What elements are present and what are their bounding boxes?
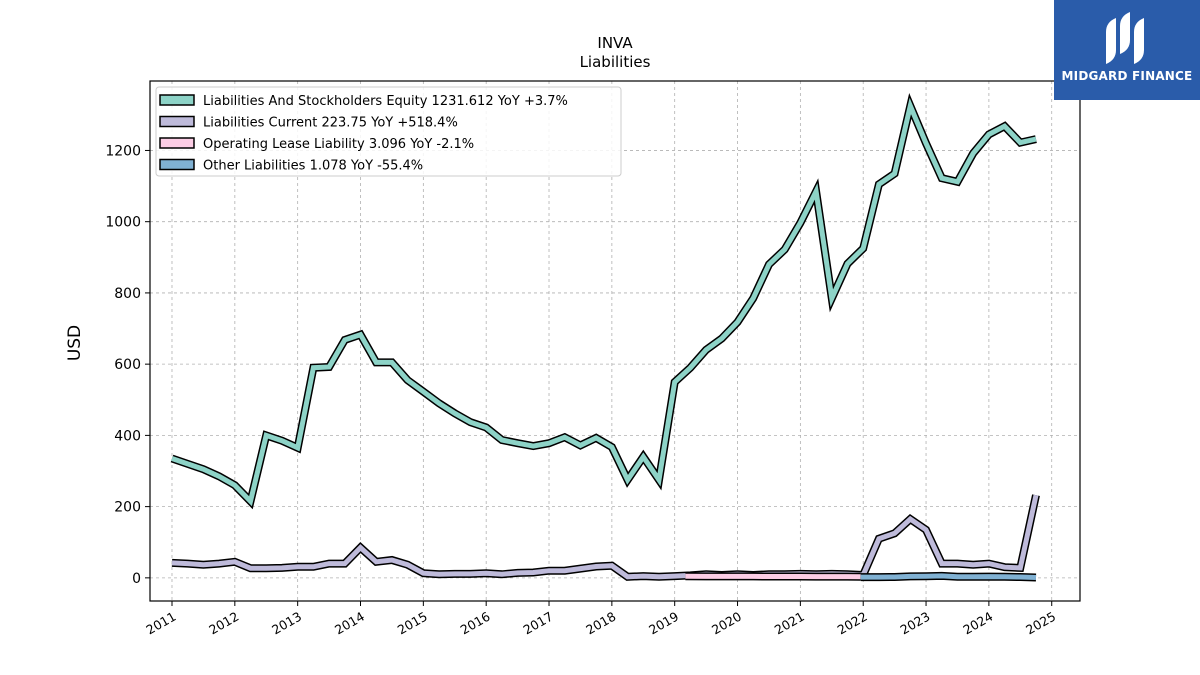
x-tick-label: 2011 — [143, 609, 178, 638]
x-tick-label: 2012 — [206, 609, 241, 638]
x-tick-label: 2020 — [709, 609, 744, 638]
y-axis-label: USD — [65, 325, 85, 361]
y-tick-label: 1200 — [105, 143, 141, 159]
legend-label: Operating Lease Liability 3.096 YoY -2.1… — [203, 137, 474, 152]
legend-box — [155, 86, 622, 177]
x-tick-label: 2021 — [772, 609, 807, 638]
y-tick-label: 0 — [132, 571, 141, 587]
y-tick-label: 400 — [114, 428, 141, 444]
x-tick-label: 2022 — [835, 609, 870, 638]
x-tick-label: 2015 — [395, 609, 430, 638]
y-tick-label: 200 — [114, 500, 141, 516]
logo-mark-icon — [1106, 12, 1144, 64]
legend-label: Liabilities Current 223.75 YoY +518.4% — [203, 116, 458, 131]
y-axis: 0 200 400 600 800 1000 1200 — [105, 143, 150, 587]
series-line-liabilities-and-stockholders-equity — [171, 97, 1037, 507]
x-axis: 2011 2012 2013 2014 2015 2016 2017 2018 2019 2020… — [143, 601, 1058, 638]
chart-subtitle: Liabilities — [580, 53, 651, 71]
chart-title: INVA — [597, 34, 633, 52]
plot-frame — [149, 80, 1081, 602]
series-line-liabilities-current — [171, 494, 1039, 580]
x-tick-label: 2016 — [458, 609, 493, 638]
x-tick-label: 2014 — [332, 609, 367, 638]
y-tick-label: 800 — [114, 286, 141, 302]
x-tick-label: 2019 — [646, 609, 681, 638]
y-tick-label: 600 — [114, 357, 141, 373]
y-tick-label: 1000 — [105, 215, 141, 231]
series-layer — [170, 92, 1040, 582]
legend-swatch — [159, 94, 195, 106]
legend-label: Liabilities And Stockholders Equity 1231… — [203, 94, 568, 109]
legend-swatch — [159, 137, 195, 149]
legend-swatch — [159, 158, 195, 171]
legend-swatch — [159, 115, 195, 128]
x-tick-label: 2013 — [269, 609, 304, 638]
x-tick-label: 2023 — [897, 609, 932, 638]
series-line-other-liabilities — [860, 573, 1037, 580]
legend-label: Other Liabilities 1.078 YoY -55.4% — [203, 159, 423, 174]
legend: Liabilities And Stockholders Equity 1231… — [155, 86, 622, 177]
x-tick-label: 2017 — [520, 609, 555, 638]
logo-text: MIDGARD FINANCE — [1061, 69, 1193, 83]
x-tick-label: 2024 — [960, 609, 995, 638]
x-tick-label: 2025 — [1023, 609, 1058, 638]
x-tick-label: 2018 — [583, 609, 618, 638]
logo: MIDGARD FINANCE — [1054, 0, 1200, 100]
